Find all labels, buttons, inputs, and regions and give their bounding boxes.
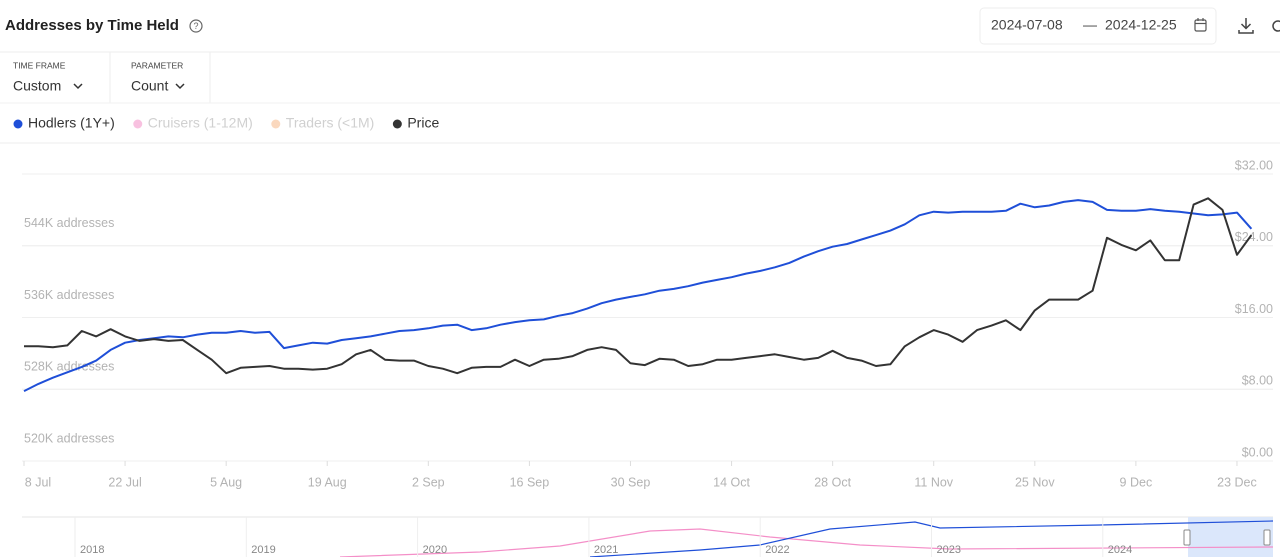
navigator-label: 2021 [594, 544, 618, 556]
navigator-label: 2022 [765, 544, 789, 556]
x-tick-label: 23 Dec [1217, 475, 1257, 489]
legend-dot [271, 119, 281, 129]
navigator[interactable] [22, 516, 1274, 557]
parameter-dropdown[interactable]: PARAMETER Count [131, 60, 185, 94]
x-tick-label: 2 Sep [412, 475, 445, 489]
navigator-label: 2019 [251, 544, 275, 556]
navigator-label: 2020 [423, 544, 447, 556]
legend-dot [392, 119, 402, 129]
y-tick-label: 544K addresses [24, 216, 114, 230]
y2-tick-label: $8.00 [1242, 374, 1273, 388]
filter-label: PARAMETER [131, 60, 183, 70]
date-separator: — [1083, 17, 1097, 33]
navigator-label: 2023 [937, 544, 961, 556]
x-tick-label: 5 Aug [210, 475, 242, 489]
time-frame-dropdown[interactable]: TIME FRAME Custom [13, 60, 83, 94]
page-title: Addresses by Time Held [5, 17, 179, 34]
x-tick-label: 30 Sep [611, 475, 651, 489]
legend-item[interactable]: Traders (<1M) [271, 115, 374, 131]
x-tick-label: 25 Nov [1015, 475, 1055, 489]
legend-label: Traders (<1M) [286, 115, 375, 131]
legend-label: Price [407, 115, 439, 131]
legend-item[interactable]: Cruisers (1-12M) [133, 115, 253, 131]
y2-tick-label: $16.00 [1235, 302, 1273, 316]
filter-value: Count [131, 78, 168, 94]
calendar-icon[interactable] [1194, 18, 1207, 32]
x-tick-label: 16 Sep [510, 475, 550, 489]
x-tick-label: 8 Jul [25, 475, 51, 489]
x-tick-label: 22 Jul [108, 475, 141, 489]
settings-icon[interactable] [1272, 20, 1280, 32]
filter-value: Custom [13, 78, 61, 94]
y2-tick-label: $0.00 [1242, 445, 1273, 459]
date-range-box[interactable] [979, 7, 1217, 45]
legend-item[interactable]: Hodlers (1Y+) [13, 115, 115, 131]
navigator-label: 2024 [1108, 544, 1132, 556]
series-line [23, 199, 1253, 392]
legend-dot [13, 119, 23, 129]
legend-dot [133, 119, 143, 129]
help-icon[interactable]: ? [189, 19, 203, 33]
x-tick-label: 28 Oct [814, 475, 851, 489]
legend-label: Cruisers (1-12M) [148, 115, 253, 131]
x-tick-label: 19 Aug [308, 475, 347, 489]
download-icon[interactable] [1238, 18, 1254, 34]
series-line [24, 197, 1253, 375]
x-tick-label: 11 Nov [914, 475, 953, 489]
legend-label: Hodlers (1Y+) [28, 115, 115, 131]
date-from: 2024-07-08 [991, 17, 1063, 33]
filter-label: TIME FRAME [13, 60, 66, 70]
y2-tick-label: $32.00 [1235, 158, 1273, 172]
y2-tick-label: $24.00 [1235, 230, 1273, 244]
legend-item[interactable]: Price [392, 115, 440, 131]
y-tick-label: 536K addresses [24, 288, 114, 302]
x-tick-label: 9 Dec [1120, 475, 1153, 489]
x-tick-label: 14 Oct [713, 475, 750, 489]
navigator-label: 2018 [80, 544, 104, 556]
date-to: 2024-12-25 [1105, 17, 1177, 33]
y-tick-label: 520K addresses [24, 431, 114, 445]
svg-text:?: ? [193, 21, 198, 31]
